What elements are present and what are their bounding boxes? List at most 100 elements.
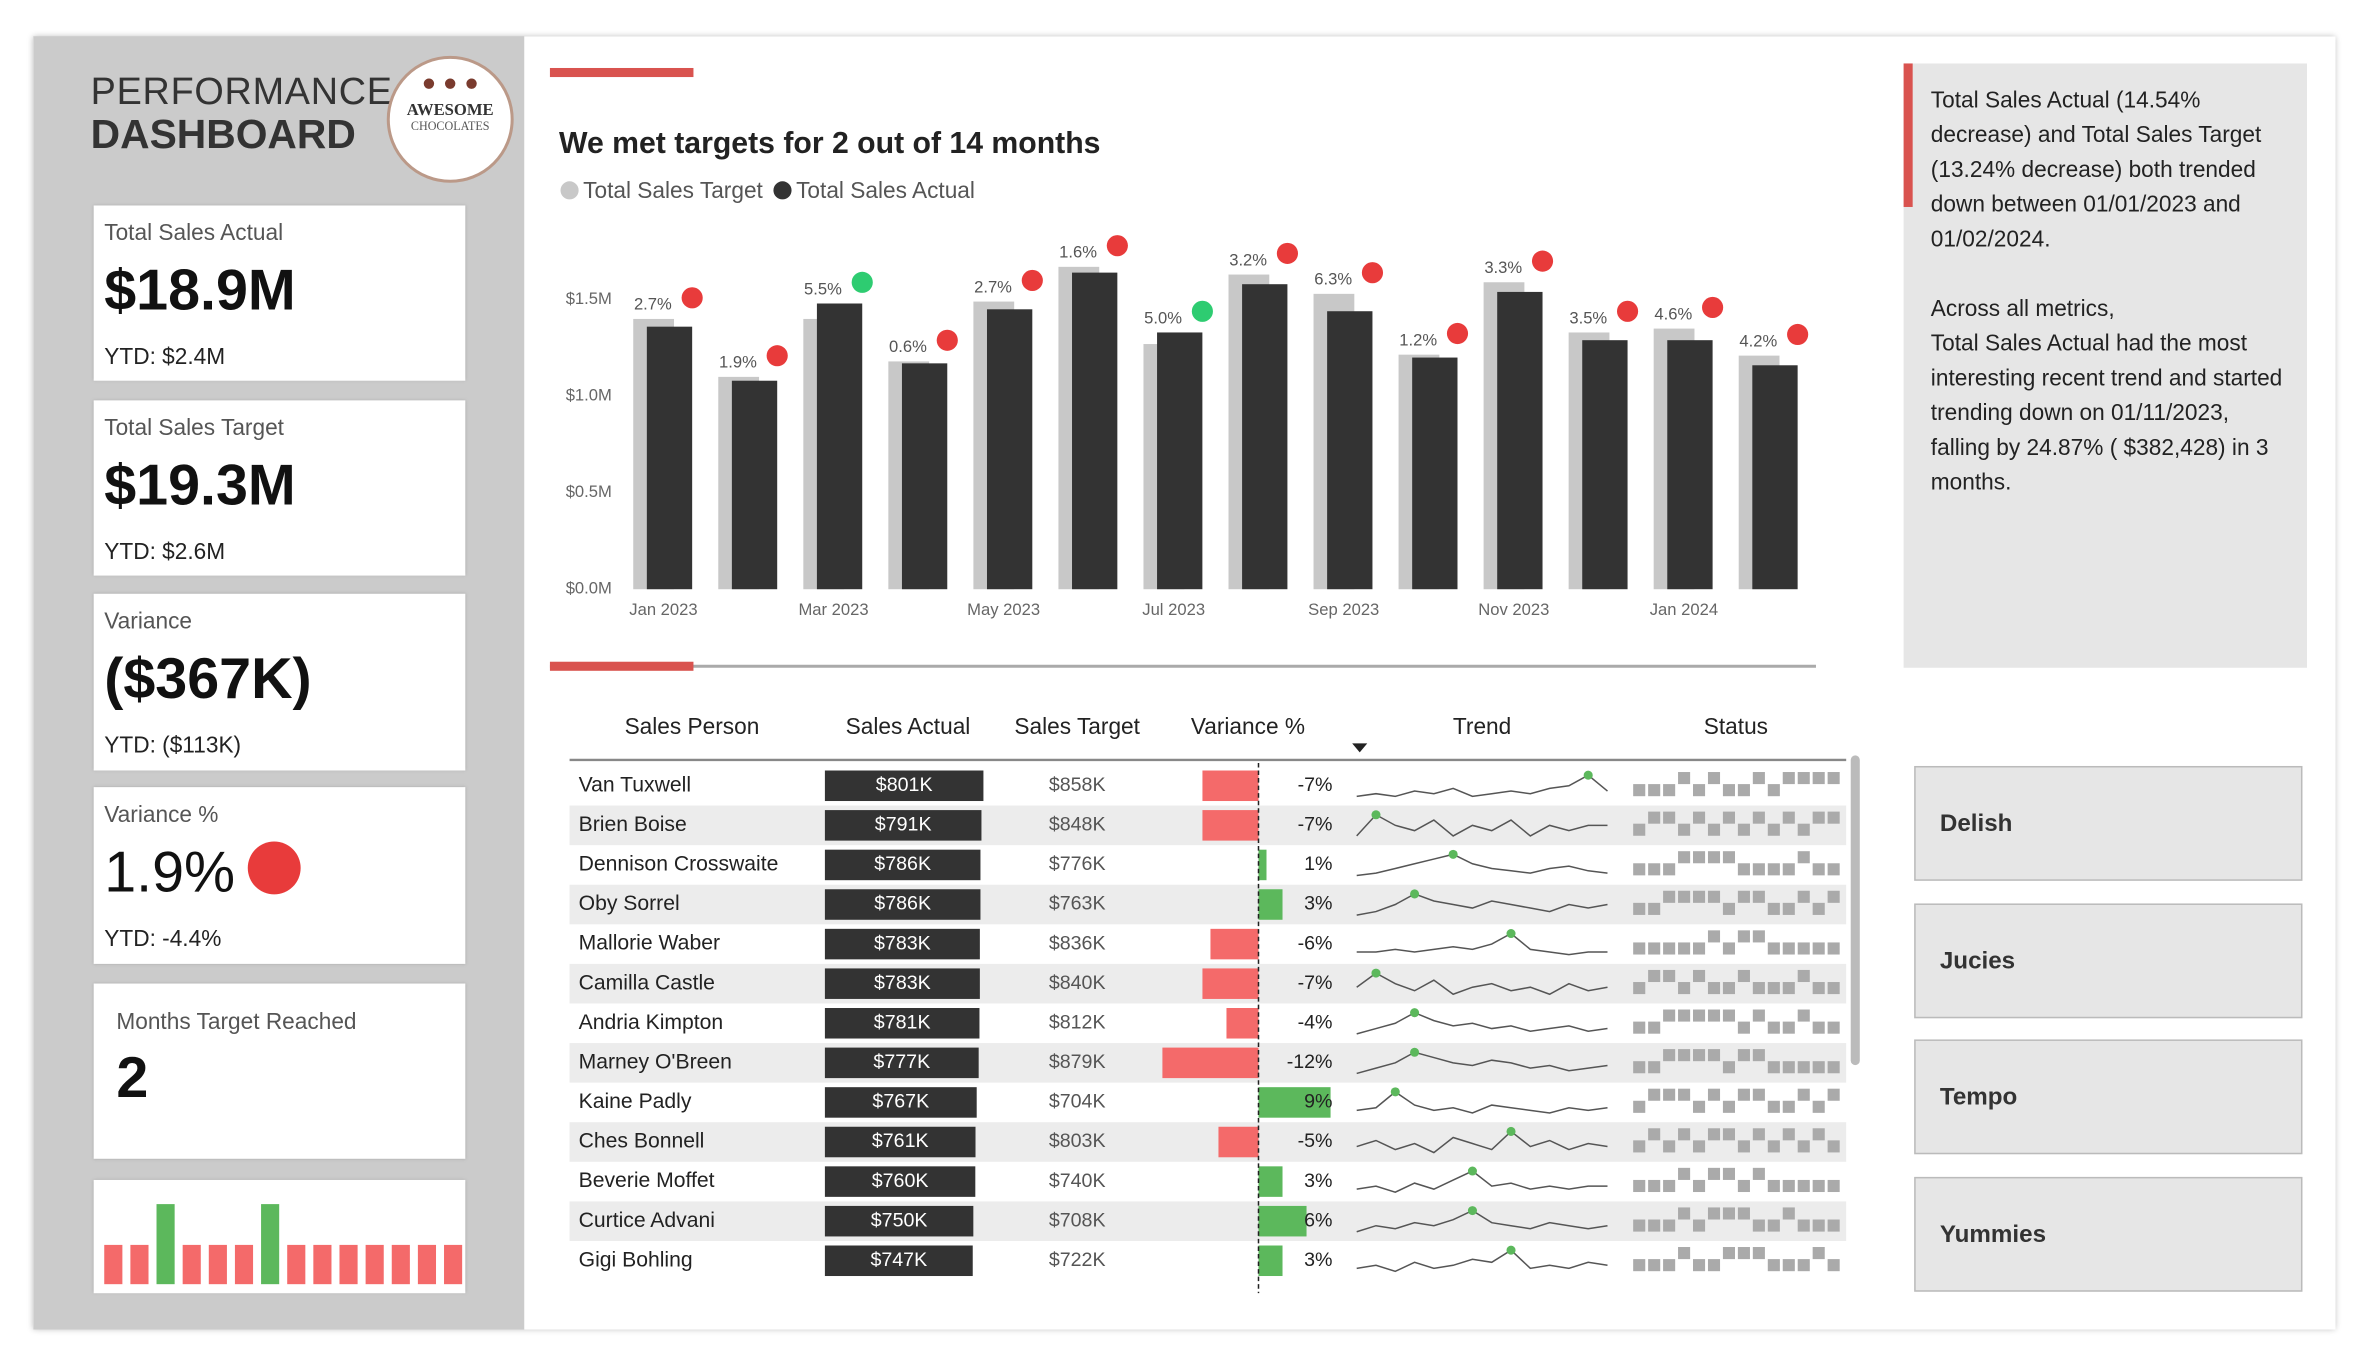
actual-bar (1497, 291, 1543, 590)
status-square (1693, 784, 1706, 797)
cell-actual: $750K (871, 1209, 928, 1231)
filter-button[interactable]: Jucies (1914, 903, 2303, 1019)
logo-text: AWESOME (406, 101, 494, 120)
actual-bar (1752, 365, 1798, 590)
status-square (1737, 890, 1750, 903)
cell-variance: 9% (1304, 1091, 1332, 1113)
status-square (1722, 982, 1736, 995)
status-square (1693, 1140, 1706, 1153)
sparkline-max (1506, 928, 1516, 939)
status-square (1797, 823, 1810, 836)
status-square (1812, 1128, 1825, 1141)
status-square (1722, 1167, 1736, 1180)
status-square (1648, 1021, 1661, 1034)
status-square (1648, 902, 1661, 915)
status-square (1737, 784, 1750, 797)
status-square (1633, 863, 1646, 876)
status-square (1707, 1049, 1721, 1062)
status-square (1678, 772, 1691, 785)
filter-button[interactable]: Tempo (1914, 1039, 2303, 1155)
status-square (1693, 890, 1706, 903)
cell-variance: -12% (1287, 1051, 1333, 1073)
status-square (1663, 811, 1676, 824)
cell-name: Oby Sorrel (579, 892, 680, 915)
kpi-label: Total Sales Target (104, 415, 284, 442)
x-tick-label: Jan 2023 (629, 600, 697, 619)
x-tick-label: Jan 2024 (1650, 600, 1718, 619)
y-tick-label: $1.0M (566, 386, 612, 405)
status-square (1827, 772, 1840, 785)
variance-dot (851, 271, 873, 293)
mini-bar (261, 1204, 280, 1285)
status-square (1767, 1140, 1780, 1153)
status-square (1797, 969, 1810, 983)
status-square (1827, 1088, 1840, 1101)
variance-label: 1.9% (719, 353, 757, 372)
cell-target: $812K (1049, 1011, 1106, 1033)
sort-indicator (1352, 743, 1368, 753)
actual-bar (1667, 340, 1713, 590)
sparkline-max (1467, 1166, 1477, 1176)
status-square (1812, 772, 1825, 785)
status-square (1767, 902, 1780, 915)
status-square (1827, 890, 1840, 903)
status-square (1648, 811, 1661, 824)
mini-bar (130, 1244, 149, 1285)
cell-target: $848K (1049, 814, 1106, 836)
sparkline-max (1390, 1087, 1400, 1097)
variance-dot (1616, 300, 1639, 322)
status-square (1663, 942, 1676, 955)
kpi-ytd: YTD: -4.4% (104, 926, 222, 952)
cell-target: $763K (1049, 893, 1106, 915)
status-square (1752, 1009, 1765, 1022)
kpi-ytd: YTD: ($113K) (104, 732, 242, 759)
logo-icon: ● ● ● (421, 71, 479, 97)
status-square (1827, 1179, 1840, 1193)
variance-label: 6.3% (1314, 270, 1352, 289)
status-square (1812, 1247, 1825, 1260)
title-bottom: DASHBOARD (90, 111, 356, 158)
status-square (1737, 1140, 1750, 1153)
status-square (1722, 1061, 1736, 1074)
status-square (1767, 1021, 1780, 1034)
x-tick-label: Jul 2023 (1142, 600, 1205, 619)
actual-bar (824, 1205, 974, 1237)
status-square (1827, 942, 1840, 955)
status-square (1797, 890, 1810, 903)
narrative-paragraph: Total Sales Actual (14.54% decrease) and… (1930, 87, 2262, 253)
kpi-label: Variance % (104, 802, 219, 828)
cell-actual: $786K (874, 893, 931, 915)
actual-bar (824, 1126, 976, 1158)
cell-actual: $786K (874, 853, 931, 875)
sparkline (1356, 1209, 1608, 1233)
actual-bar (1157, 332, 1203, 590)
sparkline (1356, 813, 1608, 837)
y-tick-label: $0.0M (566, 579, 612, 598)
scrollbar[interactable] (1850, 755, 1860, 1066)
cell-variance: 1% (1304, 853, 1332, 875)
mini-bar (365, 1244, 384, 1285)
narrative-panel: Total Sales Actual (14.54% decrease) and… (1903, 63, 2307, 668)
actual-bar (824, 849, 981, 881)
column-header: Sales Person (625, 713, 760, 739)
cell-name: Gigi Bohling (579, 1248, 693, 1271)
column-header: Status (1704, 713, 1768, 739)
filter-button[interactable]: Yummies (1914, 1176, 2303, 1292)
actual-bar (824, 810, 982, 841)
cell-name: Beverie Moffet (579, 1169, 715, 1192)
cell-variance: -7% (1298, 814, 1333, 836)
filter-button[interactable]: Delish (1914, 765, 2303, 881)
mini-bar (444, 1244, 463, 1285)
kpi-ytd: YTD: $2.4M (104, 344, 226, 371)
variance-bar (1218, 1126, 1259, 1158)
status-square (1707, 930, 1721, 943)
status-square (1633, 1021, 1646, 1034)
kpi-card: Total Sales Actual $18.9M YTD: $2.4M (93, 205, 466, 381)
sparkline-max (1371, 810, 1381, 820)
variance-label: 1.2% (1399, 330, 1437, 349)
cell-variance: 6% (1304, 1209, 1332, 1231)
status-square (1678, 942, 1691, 955)
status-square (1812, 1061, 1825, 1074)
kpi-label: Variance (104, 608, 193, 635)
